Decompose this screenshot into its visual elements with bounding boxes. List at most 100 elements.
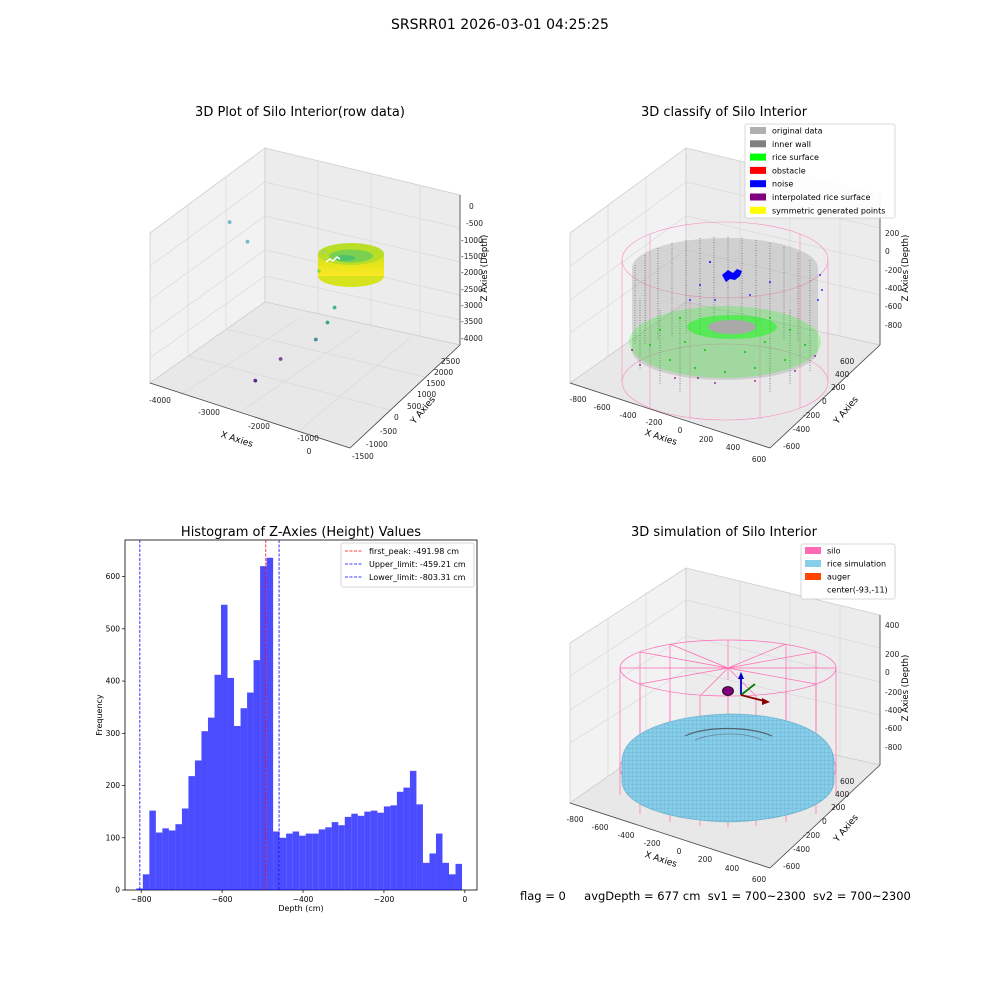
y-tick-label: 2500 (441, 357, 460, 366)
legend-label: silo (827, 547, 841, 556)
x-tick-label: -3000 (198, 408, 220, 417)
grid-lines (149, 161, 461, 431)
histogram-bar (292, 831, 300, 890)
z-tick-label: 0 (469, 202, 474, 211)
silo-point-ring (317, 243, 384, 287)
histogram-bar (168, 830, 176, 890)
histogram-bar (214, 674, 222, 890)
legend-label: original data (772, 127, 823, 136)
histogram-bar (260, 566, 267, 890)
y-tick-label: 400 (835, 370, 850, 379)
legend-swatch (750, 206, 766, 214)
z-tick-label: -600 (885, 302, 902, 311)
y-axis-line (769, 764, 881, 869)
legend-swatch (750, 127, 766, 134)
outlier-point (245, 239, 250, 244)
outlier-point (325, 320, 330, 325)
histogram-bar (331, 822, 339, 890)
y-axis-label: Frequency (95, 694, 104, 736)
y-tick-label: 600 (840, 357, 855, 366)
auger-marker (722, 672, 770, 705)
legend-label: rice surface (772, 153, 819, 162)
outlier-point (332, 305, 337, 310)
z-tick-label: 200 (885, 229, 900, 238)
histogram-bar (194, 760, 202, 890)
histogram-bar (181, 808, 189, 890)
y-tick-label: 1500 (426, 379, 445, 388)
z-tick-label: -1500 (461, 252, 483, 261)
x-tick-label: 400 (726, 443, 741, 452)
histogram-bar (318, 829, 326, 890)
histogram-bar (344, 816, 352, 890)
histogram-bar (149, 810, 156, 890)
z-tick-label: -4000 (461, 334, 483, 343)
histogram-bar (175, 824, 182, 890)
x-axis-line (149, 382, 351, 449)
histogram-bar (449, 874, 456, 890)
histogram-bar (370, 810, 378, 890)
histogram-bar (221, 604, 228, 890)
x-axis-line (569, 802, 771, 869)
histogram-bar (403, 787, 410, 890)
x-tick-label: 400 (725, 864, 740, 873)
legend-label: Upper_limit: -459.21 cm (369, 560, 466, 569)
chart-title: Histogram of Z-Axies (Height) Values (181, 525, 421, 540)
x-tick-label: 0 (677, 847, 682, 856)
x-tick-label: -1000 (297, 434, 319, 443)
histogram-bar (429, 853, 436, 890)
histogram-bar (234, 725, 241, 890)
y-ticks: 0 100 200 300 400 500 600 (106, 572, 125, 895)
chart-raw-3d: 3D Plot of Silo Interior(row data) -4000… (149, 105, 490, 461)
y-tick-label: -200 (803, 411, 820, 420)
z-tick-label: 400 (885, 621, 900, 630)
y-tick-label: -600 (783, 862, 800, 871)
legend-label: noise (772, 180, 793, 189)
y-tick-label: 300 (106, 729, 121, 738)
legend: silo rice simulation auger center(-93,-11) (800, 543, 896, 600)
z-tick-label: -800 (885, 321, 902, 330)
histogram-bar (286, 833, 293, 890)
histogram-bar (357, 815, 365, 890)
z-tick-label: -1000 (461, 236, 483, 245)
histogram-bar (266, 557, 274, 890)
y-tick-label: 200 (831, 383, 846, 392)
histogram-bar (409, 770, 417, 890)
x-tick-label: -800 (566, 815, 583, 824)
y-tick-label: -1500 (352, 452, 374, 461)
x-tick-label: 600 (752, 875, 767, 884)
x-tick-label: −800 (131, 895, 152, 904)
x-tick-label: -400 (617, 831, 634, 840)
silo-wireframe (621, 221, 829, 421)
chart-title: 3D classify of Silo Interior (641, 105, 808, 120)
status-line: flag = 0 avgDepth = 677 cm sv1 = 700~230… (520, 889, 911, 903)
y-tick-label: -200 (803, 831, 820, 840)
figure-suptitle: SRSRR01 2026-03-01 04:25:25 (391, 17, 609, 33)
z-tick-label: -200 (885, 266, 902, 275)
x-axis-line (569, 382, 771, 449)
x-tick-label: -200 (645, 418, 662, 427)
x-tick-label: 0 (678, 426, 683, 435)
y-tick-label: 0 (394, 413, 399, 422)
y-tick-label: 2000 (434, 368, 453, 377)
z-tick-label: -2000 (461, 268, 483, 277)
rice-surface-points (629, 306, 821, 378)
z-axis-label: Z Axies (Depth) (480, 235, 490, 302)
legend-swatch (805, 547, 821, 554)
legend-swatch (750, 166, 766, 174)
x-tick-label: 200 (698, 855, 713, 864)
legend-swatch (750, 193, 766, 201)
y-axis-label: Y Axies (832, 813, 861, 845)
x-tick-label: -2000 (248, 422, 270, 431)
chart-simulation-3d: 3D simulation of Silo Interior (566, 525, 911, 884)
y-tick-label: -1000 (366, 440, 388, 449)
histogram-bar (299, 835, 306, 890)
histogram-bar (442, 862, 449, 890)
legend-label: symmetric generated points (772, 206, 885, 215)
z-tick-label: -800 (885, 743, 902, 752)
x-tick-label: -800 (569, 395, 586, 404)
histogram-bar (253, 660, 261, 890)
legend-label: center(-93,-11) (827, 586, 888, 595)
outlier-points (227, 220, 337, 383)
legend-swatch (750, 180, 766, 188)
y-tick-label: 600 (106, 572, 121, 581)
